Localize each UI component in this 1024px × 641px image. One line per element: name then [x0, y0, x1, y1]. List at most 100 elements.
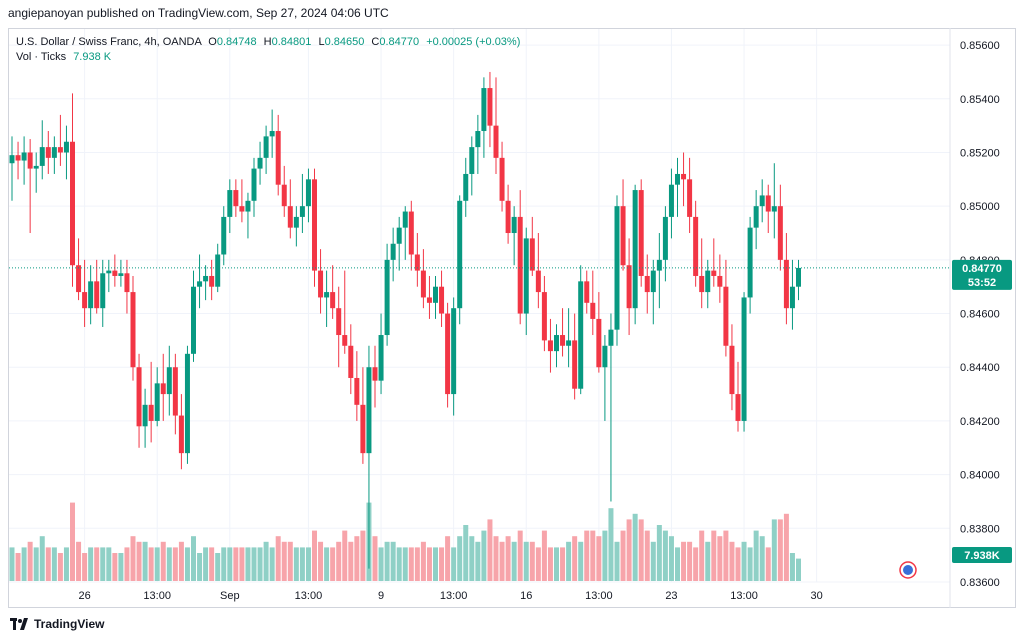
- x-tick-label: 13:00: [295, 590, 323, 602]
- volume-bar: [451, 547, 457, 581]
- volume-bar: [584, 530, 590, 581]
- candle-body: [330, 292, 336, 309]
- volume-bar: [9, 547, 15, 581]
- candle-body: [305, 179, 311, 207]
- volume-bar: [51, 547, 57, 581]
- volume-bar: [481, 530, 487, 581]
- volume-bar: [729, 541, 735, 581]
- volume-bar: [27, 541, 33, 581]
- x-tick-label: 13:00: [585, 590, 613, 602]
- volume-bar: [457, 536, 463, 581]
- candle-body: [390, 243, 396, 260]
- volume-bar: [324, 547, 330, 581]
- volume-bar: [142, 541, 148, 581]
- volume-bar: [251, 547, 257, 581]
- candle-body: [88, 281, 94, 309]
- candle-body: [184, 353, 190, 454]
- candle-body: [372, 367, 378, 381]
- candle-body: [711, 270, 717, 276]
- candle-body: [426, 297, 432, 303]
- candle-body: [324, 292, 330, 298]
- candle-body: [287, 206, 293, 228]
- volume-bar: [390, 541, 396, 581]
- candle-body: [529, 238, 535, 271]
- candle-body: [614, 206, 620, 330]
- candle-body: [51, 147, 57, 158]
- volume-bar: [590, 530, 596, 581]
- candle-body: [142, 404, 148, 427]
- candle-body: [596, 318, 602, 368]
- volume-bar: [566, 541, 572, 581]
- candle-body: [227, 190, 233, 217]
- candle-body: [27, 152, 33, 169]
- candle-body: [342, 335, 348, 346]
- volume-bar: [221, 547, 227, 581]
- tradingview-footer[interactable]: TradingView: [10, 617, 104, 631]
- y-tick-label: 0.84600: [960, 309, 1000, 321]
- candle-body: [366, 367, 372, 454]
- volume-bar: [644, 530, 650, 581]
- volume-bar: [675, 547, 680, 581]
- volume-bar: [227, 547, 233, 581]
- volume-bar: [511, 541, 517, 581]
- volume-bar: [638, 519, 644, 581]
- volume-bar: [681, 541, 687, 581]
- x-tick-label: 13:00: [143, 590, 171, 602]
- candle-body: [45, 147, 51, 158]
- volume-bar: [239, 547, 245, 581]
- volume-bar: [372, 536, 378, 581]
- volume-bar: [668, 536, 674, 581]
- candle-body: [433, 286, 438, 303]
- volume-bar: [463, 525, 469, 581]
- volume-bar: [572, 536, 578, 581]
- x-tick-label: 9: [378, 590, 384, 602]
- last-price-label: 0.84770: [962, 263, 1002, 275]
- candle-body: [384, 259, 390, 336]
- volume-bar: [342, 530, 348, 581]
- candle-body: [408, 211, 414, 255]
- volume-bar: [384, 541, 390, 581]
- candle-body: [9, 155, 15, 164]
- candle-body: [209, 275, 215, 287]
- volume-bar: [215, 553, 221, 581]
- candle-body: [638, 190, 644, 276]
- close-label: C: [371, 36, 380, 48]
- y-tick-label: 0.84000: [960, 470, 1000, 482]
- volume-bar: [420, 541, 426, 581]
- candle-body: [118, 273, 124, 276]
- candle-body: [33, 165, 39, 169]
- volume-bar: [112, 553, 118, 581]
- volume-bar: [626, 519, 632, 581]
- candle-body: [475, 131, 481, 148]
- volume-bar: [33, 547, 39, 581]
- symbol-title: U.S. Dollar / Swiss Franc, 4h, OANDA: [16, 36, 202, 48]
- volume-bar: [620, 530, 626, 581]
- candle-body: [626, 265, 632, 309]
- candle-body: [148, 404, 154, 421]
- candle-body: [451, 308, 457, 395]
- candle-body: [402, 211, 408, 228]
- volume-bar: [796, 558, 801, 581]
- volume-bar: [777, 519, 783, 581]
- volume-bar: [650, 541, 656, 581]
- candle-body: [662, 216, 668, 260]
- candle-body: [166, 367, 172, 395]
- volume-bar: [602, 530, 608, 581]
- candle-body: [354, 377, 360, 405]
- brand-label: TradingView: [34, 617, 105, 631]
- candle-body: [572, 340, 578, 389]
- volume-bar: [614, 541, 620, 581]
- candle-body: [499, 157, 505, 201]
- y-tick-label: 0.84400: [960, 362, 1000, 374]
- candle-body: [777, 206, 783, 260]
- candle-body: [396, 227, 402, 244]
- volume-bar: [693, 547, 699, 581]
- volume-bar: [203, 547, 209, 581]
- candle-body: [783, 259, 789, 309]
- chart-panel[interactable]: [8, 28, 1016, 608]
- candle-body: [439, 286, 445, 314]
- candle-body: [293, 216, 299, 228]
- volume-bar: [63, 547, 69, 581]
- volume-bar: [209, 547, 215, 581]
